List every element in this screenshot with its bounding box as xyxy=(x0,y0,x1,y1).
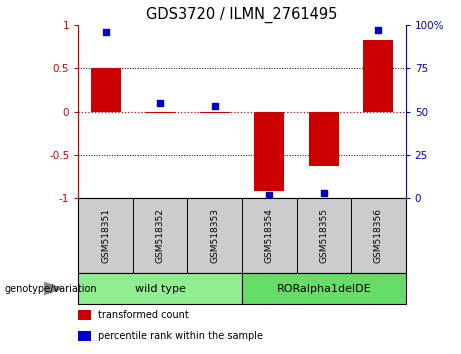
Bar xyxy=(78,309,91,320)
Point xyxy=(102,29,109,35)
FancyBboxPatch shape xyxy=(78,273,242,304)
Text: GSM518356: GSM518356 xyxy=(374,208,383,263)
Text: wild type: wild type xyxy=(135,284,186,293)
FancyBboxPatch shape xyxy=(78,198,406,273)
Bar xyxy=(254,112,284,191)
Point xyxy=(266,192,273,198)
Point xyxy=(375,27,382,33)
FancyBboxPatch shape xyxy=(242,273,406,304)
Point xyxy=(320,190,327,196)
Bar xyxy=(309,112,339,166)
Text: GSM518354: GSM518354 xyxy=(265,208,274,263)
Text: GSM518352: GSM518352 xyxy=(156,208,165,263)
Point xyxy=(157,100,164,106)
Text: GSM518351: GSM518351 xyxy=(101,208,110,263)
Text: GSM518355: GSM518355 xyxy=(319,208,328,263)
Bar xyxy=(363,40,393,112)
Text: transformed count: transformed count xyxy=(98,310,189,320)
Polygon shape xyxy=(44,282,62,295)
Bar xyxy=(78,331,91,341)
Title: GDS3720 / ILMN_2761495: GDS3720 / ILMN_2761495 xyxy=(146,7,338,23)
Text: percentile rank within the sample: percentile rank within the sample xyxy=(98,331,263,341)
Bar xyxy=(91,68,121,112)
Text: GSM518353: GSM518353 xyxy=(210,208,219,263)
Text: genotype/variation: genotype/variation xyxy=(5,284,97,293)
Bar xyxy=(200,112,230,113)
Text: RORalpha1delDE: RORalpha1delDE xyxy=(277,284,371,293)
Point xyxy=(211,103,219,109)
Bar xyxy=(145,112,175,113)
